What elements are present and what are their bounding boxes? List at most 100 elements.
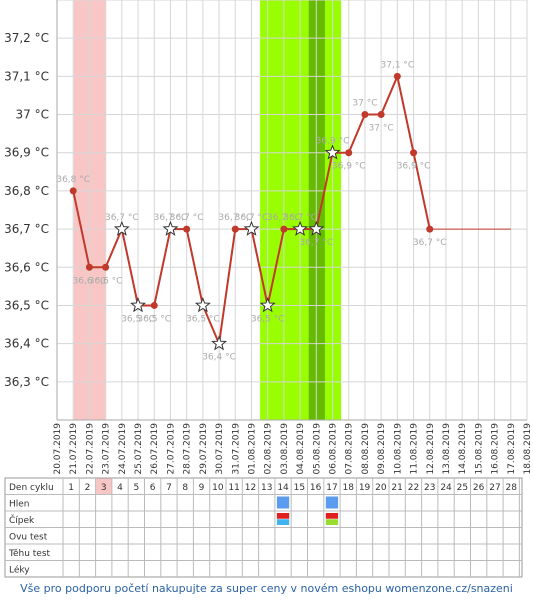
- cycle-row-label: Ovu test: [9, 533, 48, 543]
- data-label: 36,7 °C: [235, 213, 269, 223]
- x-tick-label: 26.07.2019: [150, 423, 160, 475]
- x-tick-label: 27.07.2019: [166, 423, 176, 475]
- data-label: 37 °C: [369, 124, 394, 134]
- data-point: [426, 225, 434, 233]
- y-tick-label: 36,3 °C: [4, 375, 49, 389]
- data-label: 36,4 °C: [202, 353, 236, 363]
- x-tick-label: 20.07.2019: [53, 423, 63, 475]
- cycle-day-number: 2: [85, 483, 91, 493]
- data-point: [69, 187, 77, 195]
- data-label: 36,5 °C: [137, 314, 171, 324]
- band-ovulation: [308, 0, 325, 420]
- cycle-row-label: Léky: [9, 565, 30, 576]
- x-tick-label: 16.08.2019: [491, 423, 501, 475]
- cycle-marker: [276, 519, 290, 525]
- data-label: 37,1 °C: [381, 60, 415, 70]
- data-point-star: [324, 144, 341, 160]
- data-label: 36,5 °C: [251, 314, 285, 324]
- cycle-day-number: 21: [391, 483, 402, 493]
- data-point-star: [113, 220, 130, 236]
- x-tick-label: 02.08.2019: [264, 423, 274, 475]
- data-point: [102, 263, 110, 271]
- y-tick-label: 36,5 °C: [4, 298, 49, 312]
- data-label: 36,5 °C: [121, 314, 155, 324]
- cycle-day-number: 19: [359, 483, 371, 493]
- cycle-day-number: 11: [228, 483, 239, 493]
- y-tick-label: 36,8 °C: [4, 184, 49, 198]
- data-point: [345, 149, 353, 157]
- cycle-day-number: 20: [375, 483, 387, 493]
- x-tick-label: 14.08.2019: [458, 423, 468, 475]
- cycle-day-number: 12: [245, 483, 256, 493]
- data-point: [150, 301, 158, 309]
- data-label: 36,7 °C: [267, 213, 301, 223]
- cycle-row-label: Hlen: [9, 500, 30, 510]
- data-point-star: [292, 220, 309, 236]
- data-label: 37 °C: [352, 99, 377, 109]
- cycle-day-number: 25: [457, 483, 468, 493]
- cycle-row-label: Těhu test: [8, 549, 51, 559]
- cycle-day-number: 24: [440, 483, 452, 493]
- y-tick-label: 37,2 °C: [4, 31, 49, 45]
- data-label: 36,7 °C: [299, 238, 333, 248]
- cycle-day-number: 10: [212, 483, 224, 493]
- x-tick-label: 30.07.2019: [215, 423, 225, 475]
- x-tick-label: 05.08.2019: [312, 423, 322, 475]
- data-point-star: [259, 297, 276, 313]
- x-tick-label: 23.07.2019: [102, 423, 112, 475]
- cycle-day-number: 13: [261, 483, 272, 493]
- cycle-marker: [276, 513, 290, 519]
- data-point: [393, 72, 401, 80]
- x-tick-label: 12.08.2019: [426, 423, 436, 475]
- x-tick-label: 13.08.2019: [442, 423, 452, 475]
- x-tick-label: 28.07.2019: [183, 423, 193, 475]
- cycle-day-number: 15: [294, 483, 305, 493]
- x-tick-label: 25.07.2019: [134, 423, 144, 475]
- cycle-day-number: 8: [182, 483, 188, 493]
- cycle-day-number: 5: [133, 483, 139, 493]
- cycle-marker: [276, 496, 290, 509]
- data-label: 36,7 °C: [154, 213, 188, 223]
- cycle-day-number: 27: [489, 483, 500, 493]
- cycle-day-number: 17: [326, 483, 337, 493]
- data-label: 36,9 °C: [332, 162, 366, 172]
- data-point: [85, 263, 93, 271]
- y-tick-label: 36,6 °C: [4, 260, 49, 274]
- y-tick-label: 36,9 °C: [4, 146, 49, 160]
- data-point: [183, 225, 191, 233]
- cycle-day-number: 23: [424, 483, 435, 493]
- x-tick-label: 18.08.2019: [523, 423, 533, 475]
- data-label: 36,5 °C: [186, 314, 220, 324]
- cycle-day-number: 22: [408, 483, 419, 493]
- cycle-day-number: 1: [68, 483, 74, 493]
- data-label: 36,9 °C: [397, 162, 431, 172]
- x-tick-label: 08.08.2019: [361, 423, 371, 475]
- data-label: 36,9 °C: [316, 137, 350, 147]
- x-tick-label: 04.08.2019: [296, 423, 306, 475]
- cycle-day-number: 16: [310, 483, 322, 493]
- data-point: [410, 149, 418, 157]
- cycle-day-number: 18: [343, 483, 355, 493]
- y-tick-label: 37 °C: [16, 108, 49, 122]
- cycle-day-highlight: [95, 478, 112, 495]
- data-label: 36,7 °C: [105, 213, 139, 223]
- data-point: [361, 111, 369, 119]
- cycle-day-number: 28: [506, 483, 518, 493]
- footer-promo-text[interactable]: Vše pro podporu početí nakupujte za supe…: [20, 582, 513, 595]
- data-point-star: [130, 297, 147, 313]
- cycle-day-number: 26: [473, 483, 485, 493]
- data-label: 36,7 °C: [413, 238, 447, 248]
- x-tick-label: 09.08.2019: [377, 423, 387, 475]
- data-label: 36,6 °C: [73, 276, 107, 286]
- cycle-day-number: 6: [150, 483, 156, 493]
- x-tick-label: 03.08.2019: [280, 423, 290, 475]
- y-tick-label: 36,4 °C: [4, 337, 49, 351]
- y-tick-label: 37,1 °C: [4, 69, 49, 83]
- cycle-row-label: Čípek: [9, 514, 35, 526]
- x-tick-label: 01.08.2019: [247, 423, 257, 475]
- x-tick-label: 06.08.2019: [329, 423, 339, 475]
- cycle-header-label: Den cyklu: [9, 483, 54, 493]
- x-tick-label: 22.07.2019: [85, 423, 95, 475]
- data-point-star: [243, 220, 260, 236]
